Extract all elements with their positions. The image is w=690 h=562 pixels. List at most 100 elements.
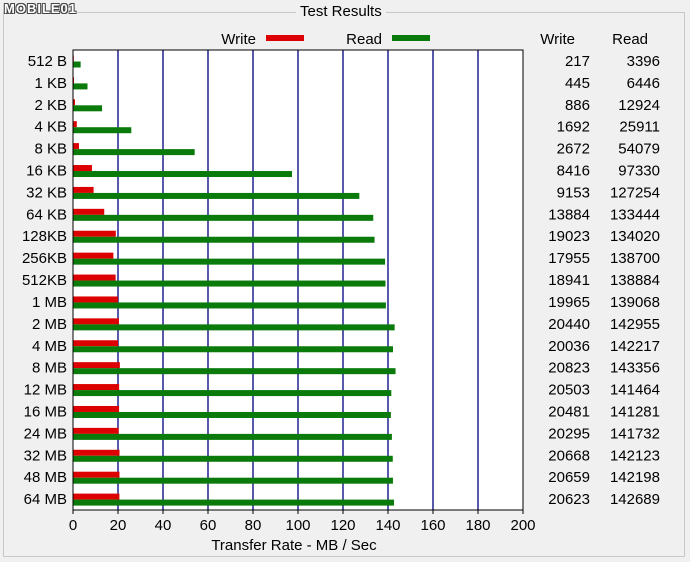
- read-bar: [73, 258, 386, 265]
- write-value: 445: [565, 75, 590, 92]
- read-bar: [73, 346, 393, 353]
- table-read-header: Read: [612, 31, 648, 48]
- write-bar: [73, 252, 114, 259]
- write-value: 20036: [548, 338, 590, 355]
- write-value: 20440: [548, 316, 590, 333]
- read-bar: [73, 368, 396, 375]
- x-tick-label: 0: [69, 517, 77, 534]
- read-bar: [73, 411, 391, 418]
- write-value: 886: [565, 97, 590, 114]
- x-tick-label: 140: [375, 517, 400, 534]
- write-bar: [73, 427, 119, 434]
- write-bar: [73, 274, 116, 281]
- read-value: 54079: [618, 141, 660, 158]
- read-bar: [73, 280, 386, 287]
- category-label: 512 B: [28, 53, 67, 70]
- read-bar: [73, 149, 195, 156]
- category-label: 64 MB: [24, 491, 67, 508]
- write-bar: [73, 77, 75, 84]
- legend-read-label: Read: [346, 31, 382, 48]
- write-value: 20659: [548, 469, 590, 486]
- category-label: 32 KB: [26, 184, 67, 201]
- write-bar: [73, 449, 120, 456]
- read-bar: [73, 390, 392, 397]
- category-label: 2 MB: [32, 316, 67, 333]
- write-bar: [73, 99, 75, 106]
- read-value: 25911: [619, 119, 660, 136]
- category-label: 16 KB: [26, 163, 67, 180]
- write-value: 1692: [557, 119, 590, 136]
- category-label: 1 KB: [34, 75, 67, 92]
- read-bar: [73, 236, 375, 243]
- write-value: 20295: [548, 425, 590, 442]
- write-value: 13884: [548, 206, 590, 223]
- read-bar: [73, 127, 132, 134]
- write-bar: [73, 384, 120, 391]
- read-value: 141281: [610, 403, 660, 420]
- write-bar: [73, 186, 94, 193]
- read-value: 138884: [610, 272, 660, 289]
- read-value: 3396: [627, 53, 660, 70]
- write-bar: [73, 208, 105, 215]
- write-bar: [73, 121, 77, 128]
- read-bar: [73, 302, 386, 309]
- category-label: 4 KB: [34, 119, 67, 136]
- category-label: 256KB: [22, 250, 67, 267]
- legend-read-swatch: [392, 35, 430, 41]
- write-bar: [73, 296, 118, 303]
- read-bar: [73, 61, 81, 68]
- category-label: 512KB: [22, 272, 67, 289]
- category-label: 1 MB: [32, 294, 67, 311]
- write-value: 17955: [548, 250, 590, 267]
- category-label: 32 MB: [24, 447, 67, 464]
- table-write-header: Write: [540, 31, 575, 48]
- write-value: 19965: [548, 294, 590, 311]
- write-value: 8416: [557, 163, 590, 180]
- write-bar: [73, 340, 119, 347]
- x-tick-label: 40: [155, 517, 172, 534]
- watermark-logo: MOBILE01: [4, 1, 78, 16]
- read-value: 143356: [610, 360, 660, 377]
- read-value: 141732: [610, 425, 660, 442]
- x-tick-label: 180: [465, 517, 490, 534]
- write-value: 20823: [548, 360, 590, 377]
- read-bar: [73, 324, 395, 331]
- write-value: 9153: [557, 184, 590, 201]
- write-bar: [73, 405, 120, 412]
- category-label: 8 KB: [34, 141, 67, 158]
- write-bar: [73, 471, 120, 478]
- read-bar: [73, 477, 393, 484]
- x-tick-label: 160: [420, 517, 445, 534]
- read-bar: [73, 192, 360, 199]
- read-value: 142123: [610, 447, 660, 464]
- x-tick-label: 60: [200, 517, 217, 534]
- read-value: 141464: [610, 382, 660, 399]
- write-value: 2672: [557, 141, 590, 158]
- write-value: 217: [565, 53, 590, 70]
- read-value: 139068: [610, 294, 660, 311]
- category-label: 4 MB: [32, 338, 67, 355]
- x-tick-label: 20: [110, 517, 127, 534]
- category-label: 16 MB: [24, 403, 67, 420]
- read-value: 97330: [618, 163, 660, 180]
- write-bar: [73, 230, 116, 237]
- read-bar: [73, 499, 395, 506]
- read-bar: [73, 171, 292, 178]
- read-value: 12924: [618, 97, 660, 114]
- category-label: 128KB: [22, 228, 67, 245]
- read-bar: [73, 105, 103, 112]
- read-value: 142217: [610, 338, 660, 355]
- group-title: Test Results: [296, 3, 386, 20]
- write-bar: [73, 493, 120, 500]
- write-value: 19023: [548, 228, 590, 245]
- legend-write-label: Write: [221, 31, 256, 48]
- category-label: 64 KB: [26, 206, 67, 223]
- read-value: 127254: [610, 184, 660, 201]
- write-bar: [73, 318, 119, 325]
- write-value: 18941: [548, 272, 590, 289]
- x-tick-label: 120: [330, 517, 355, 534]
- x-tick-label: 100: [285, 517, 310, 534]
- category-label: 48 MB: [24, 469, 67, 486]
- write-bar: [73, 165, 92, 172]
- legend-write-swatch: [266, 35, 304, 41]
